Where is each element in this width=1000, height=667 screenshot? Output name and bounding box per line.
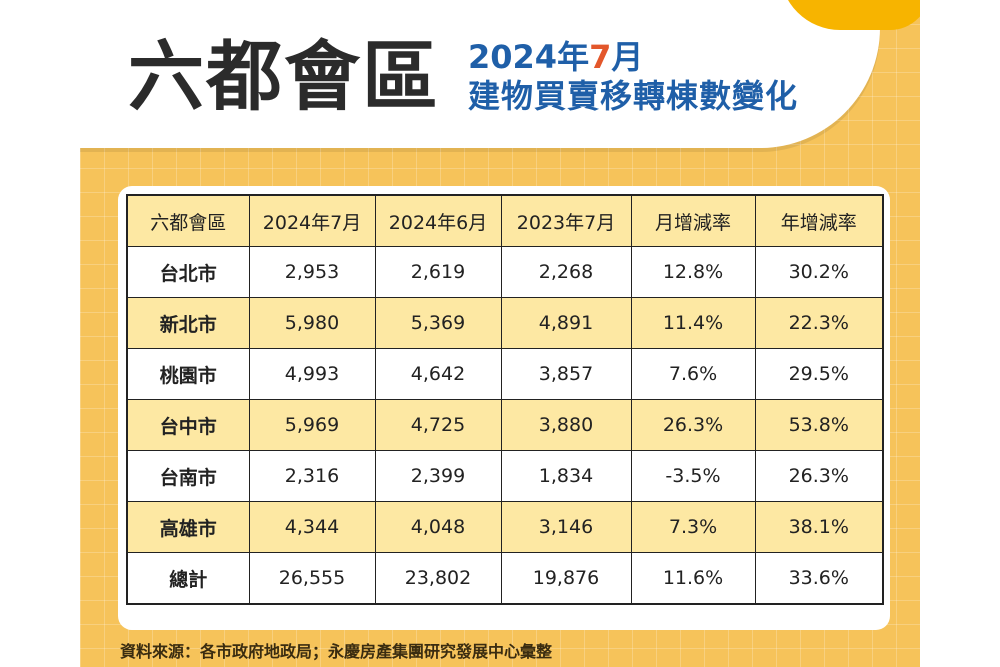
- table-cell: 30.2%: [754, 246, 884, 298]
- table-cell: 5,980: [248, 297, 376, 349]
- transfer-table: 六都會區 2024年7月 2024年6月 2023年7月 月增減率 年增減率 台…: [126, 194, 884, 605]
- table-cell: 2,953: [248, 246, 376, 298]
- subtitle-year: 2024年: [468, 38, 590, 76]
- table-row: 新北市 5,980 5,369 4,891 11.4% 22.3%: [126, 297, 884, 349]
- city-cell: 桃園市: [126, 348, 250, 400]
- table-cell: 5,369: [374, 297, 502, 349]
- table-cell: 4,891: [500, 297, 632, 349]
- table-cell: 26.3%: [630, 399, 756, 451]
- city-cell: 新北市: [126, 297, 250, 349]
- table-cell: 4,725: [374, 399, 502, 451]
- table-cell: 11.6%: [630, 552, 756, 605]
- table-cell: 11.4%: [630, 297, 756, 349]
- table-cell: 2,619: [374, 246, 502, 298]
- table-cell: 3,146: [500, 501, 632, 553]
- table-cell: 12.8%: [630, 246, 756, 298]
- table-cell: -3.5%: [630, 450, 756, 502]
- city-cell: 高雄市: [126, 501, 250, 553]
- table-cell: 53.8%: [754, 399, 884, 451]
- table-cell: 4,344: [248, 501, 376, 553]
- total-label-cell: 總計: [126, 552, 250, 605]
- table-cell: 7.3%: [630, 501, 756, 553]
- subtitle-month-suffix: 月: [611, 38, 644, 76]
- table-cell: 19,876: [500, 552, 632, 605]
- table-cell: 7.6%: [630, 348, 756, 400]
- main-title: 六都會區: [128, 32, 440, 121]
- table-header-row: 六都會區 2024年7月 2024年6月 2023年7月 月增減率 年增減率: [126, 194, 884, 247]
- table-cell: 3,880: [500, 399, 632, 451]
- column-header: 月增減率: [630, 194, 756, 247]
- city-cell: 台南市: [126, 450, 250, 502]
- table-cell: 23,802: [374, 552, 502, 605]
- table-cell: 38.1%: [754, 501, 884, 553]
- table-cell: 4,642: [374, 348, 502, 400]
- subtitle-topic: 建物買賣移轉棟數變化: [468, 77, 799, 115]
- column-header: 2024年7月: [248, 194, 376, 247]
- table-row: 台中市 5,969 4,725 3,880 26.3% 53.8%: [126, 399, 884, 451]
- table-total-row: 總計 26,555 23,802 19,876 11.6% 33.6%: [126, 552, 884, 605]
- city-cell: 台中市: [126, 399, 250, 451]
- table-card: 六都會區 2024年7月 2024年6月 2023年7月 月增減率 年增減率 台…: [118, 186, 890, 630]
- table-row: 高雄市 4,344 4,048 3,146 7.3% 38.1%: [126, 501, 884, 553]
- subtitle-block: 2024年7月 建物買賣移轉棟數變化: [468, 38, 798, 116]
- table-row: 桃園市 4,993 4,642 3,857 7.6% 29.5%: [126, 348, 884, 400]
- table-cell: 4,048: [374, 501, 502, 553]
- table-row: 台南市 2,316 2,399 1,834 -3.5% 26.3%: [126, 450, 884, 502]
- table-cell: 2,399: [374, 450, 502, 502]
- city-cell: 台北市: [126, 246, 250, 298]
- column-header: 六都會區: [126, 194, 250, 247]
- table-cell: 22.3%: [754, 297, 884, 349]
- table-cell: 5,969: [248, 399, 376, 451]
- table-cell: 4,993: [248, 348, 376, 400]
- table-row: 台北市 2,953 2,619 2,268 12.8% 30.2%: [126, 246, 884, 298]
- header-card: 六都會區 2024年7月 建物買賣移轉棟數變化: [80, 0, 880, 148]
- table-cell: 29.5%: [754, 348, 884, 400]
- column-header: 2023年7月: [500, 194, 632, 247]
- subtitle-date: 2024年7月: [468, 38, 798, 76]
- column-header: 年增減率: [754, 194, 884, 247]
- table-cell: 2,316: [248, 450, 376, 502]
- source-note: 資料來源：各市政府地政局；永慶房產集團研究發展中心彙整: [120, 642, 553, 661]
- table-cell: 2,268: [500, 246, 632, 298]
- table-cell: 3,857: [500, 348, 632, 400]
- table-cell: 26.3%: [754, 450, 884, 502]
- subtitle-month: 7: [589, 38, 612, 76]
- column-header: 2024年6月: [374, 194, 502, 247]
- table-cell: 33.6%: [754, 552, 884, 605]
- table-cell: 26,555: [248, 552, 376, 605]
- poster: 六都會區 2024年7月 建物買賣移轉棟數變化 六都會區 2024年7月 202…: [80, 0, 920, 667]
- table-cell: 1,834: [500, 450, 632, 502]
